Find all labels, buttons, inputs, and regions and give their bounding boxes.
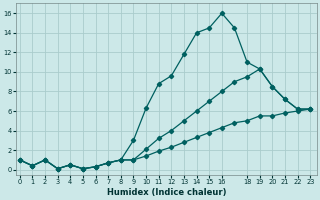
X-axis label: Humidex (Indice chaleur): Humidex (Indice chaleur) bbox=[107, 188, 226, 197]
